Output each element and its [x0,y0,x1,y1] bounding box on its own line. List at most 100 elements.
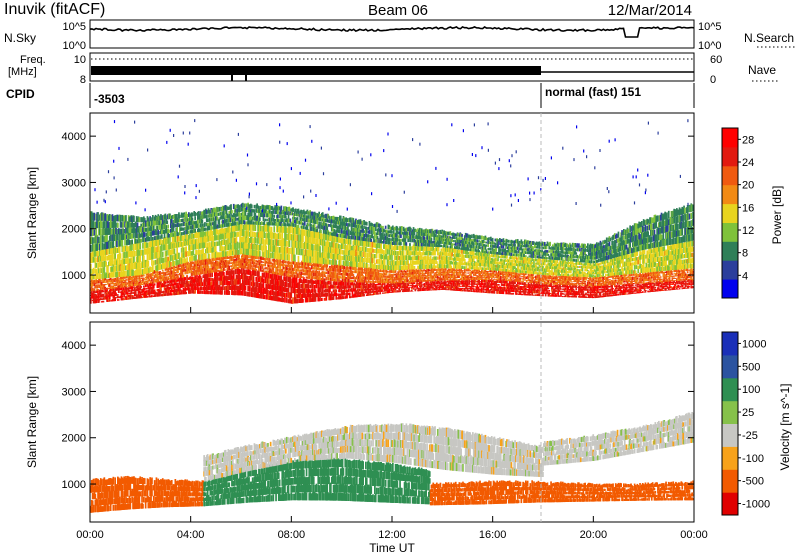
range-cell [312,293,315,298]
range-cell [630,292,632,295]
range-cell [330,273,332,278]
range-cell [259,276,261,283]
range-cell [436,287,439,289]
range-cell [383,272,386,276]
range-cell [285,281,288,287]
range-cell [111,286,114,289]
range-cell [549,278,551,279]
range-cell [293,267,295,271]
range-cell [159,274,161,277]
range-cell [283,264,285,267]
range-cell [339,268,341,272]
range-cell [378,280,381,283]
range-cell [320,280,322,285]
range-cell [247,259,249,264]
range-cell [289,268,292,271]
range-cell [350,288,353,292]
range-cell [436,285,439,287]
range-cell [374,290,376,293]
range-cell [543,285,545,290]
range-cell [419,274,421,277]
range-cell [537,280,540,282]
range-cell [619,286,622,289]
range-cell [441,284,444,287]
range-cell [159,288,161,291]
range-cell [666,289,668,291]
range-cell [464,282,467,285]
range-cell [168,270,170,273]
range-cell [434,284,436,287]
range-cell [305,276,308,279]
range-cell [658,288,661,290]
range-cell [575,283,578,284]
range-cell [538,290,541,294]
range-cell [464,274,467,276]
range-cell [187,261,189,265]
range-cell [238,278,240,285]
range-cell [196,259,198,264]
range-cell [93,281,96,284]
range-cell [137,295,140,299]
range-cell [534,284,536,289]
range-cell [259,263,262,266]
range-cell [399,289,401,293]
range-cell [134,282,137,284]
range-cell [385,268,388,273]
range-cell [352,288,355,292]
range-cell [123,290,125,293]
range-cell [233,278,236,285]
range-cell [188,281,190,284]
range-cell [504,280,507,284]
range-cell [117,287,120,291]
range-cell [423,288,426,291]
range-cell [108,291,110,295]
range-cell [461,274,463,276]
range-cell [521,290,524,293]
range-cell [99,289,101,293]
range-cell [563,289,566,293]
range-cell [419,283,421,286]
range-cell [581,283,584,286]
range-cell [537,285,540,289]
range-cell [255,262,258,265]
range-cell [337,297,339,300]
range-cell [251,280,254,287]
range-cell [563,288,566,290]
range-cell [573,280,576,282]
range-cell [364,285,366,289]
range-cell [497,284,499,286]
range-cell [375,291,378,295]
range-cell [437,288,440,291]
range-cell [180,290,183,295]
range-cell [107,299,109,302]
range-cell [171,279,174,283]
range-cell [274,295,276,301]
range-cell [564,284,567,288]
range-cell [675,286,677,288]
range-cell [450,274,453,279]
range-cell [160,280,162,285]
range-cell [283,292,285,298]
range-cell [325,263,328,268]
range-cell [239,258,241,260]
range-cell [369,268,372,272]
range-cell [374,274,377,278]
range-cell [411,283,414,285]
range-cell [257,287,259,293]
range-cell [364,276,366,280]
range-cell [158,276,160,278]
range-cell [175,288,178,292]
range-cell [214,276,216,282]
range-cell [214,280,217,286]
range-cell [435,272,437,274]
range-cell [575,278,578,281]
range-cell [263,258,266,261]
range-cell [289,281,292,288]
range-cell [225,256,228,260]
range-cell [283,271,285,276]
range-cell [354,279,356,283]
range-cell [221,268,223,272]
range-cell [514,288,516,293]
range-cell [416,275,418,277]
range-cell [437,273,440,276]
